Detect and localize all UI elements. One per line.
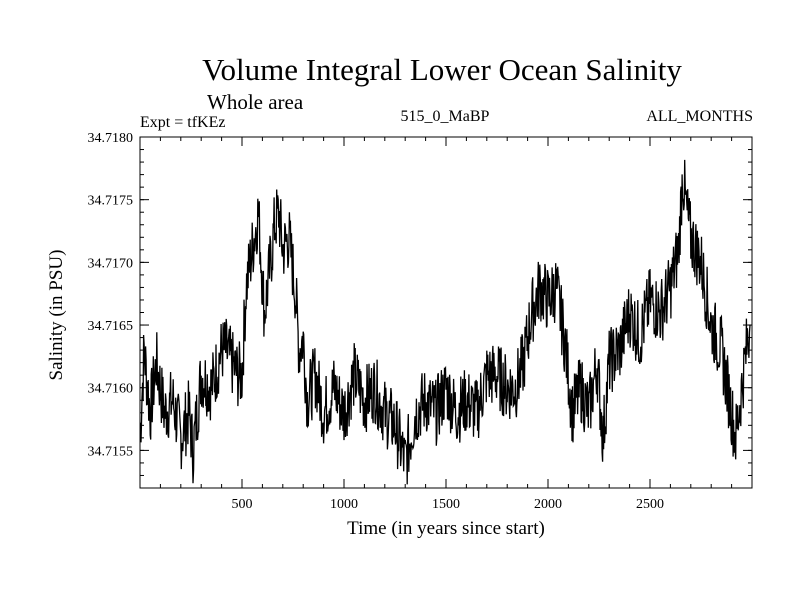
experiment-label: Expt = tfKEz — [140, 114, 226, 131]
y-axis-label: Salinity (in PSU) — [46, 249, 67, 381]
y-tick-label: 34.7160 — [88, 382, 134, 397]
chart-title: Volume Integral Lower Ocean Salinity — [202, 52, 682, 87]
x-tick-label: 2500 — [636, 497, 664, 512]
chart-subtitle: Whole area — [207, 90, 304, 114]
run-label: 515_0_MaBP — [400, 108, 490, 125]
series-line — [140, 159, 751, 485]
x-tick-label: 500 — [232, 497, 253, 512]
y-tick-label: 34.7180 — [88, 131, 134, 146]
x-tick-label: 2000 — [534, 497, 562, 512]
y-tick-label: 34.7155 — [88, 444, 134, 459]
y-tick-label: 34.7175 — [88, 194, 134, 209]
y-tick-label: 34.7170 — [88, 256, 134, 271]
x-tick-label: 1000 — [330, 497, 358, 512]
x-tick-label: 1500 — [432, 497, 460, 512]
plot-area: 500 1000 1500 2000 2500 34.7155 34.7160 34.7165… — [88, 131, 753, 512]
x-axis-label: Time (in years since start) — [347, 518, 545, 539]
y-tick-label: 34.7165 — [88, 319, 134, 334]
period-label: ALL_MONTHS — [646, 108, 753, 125]
